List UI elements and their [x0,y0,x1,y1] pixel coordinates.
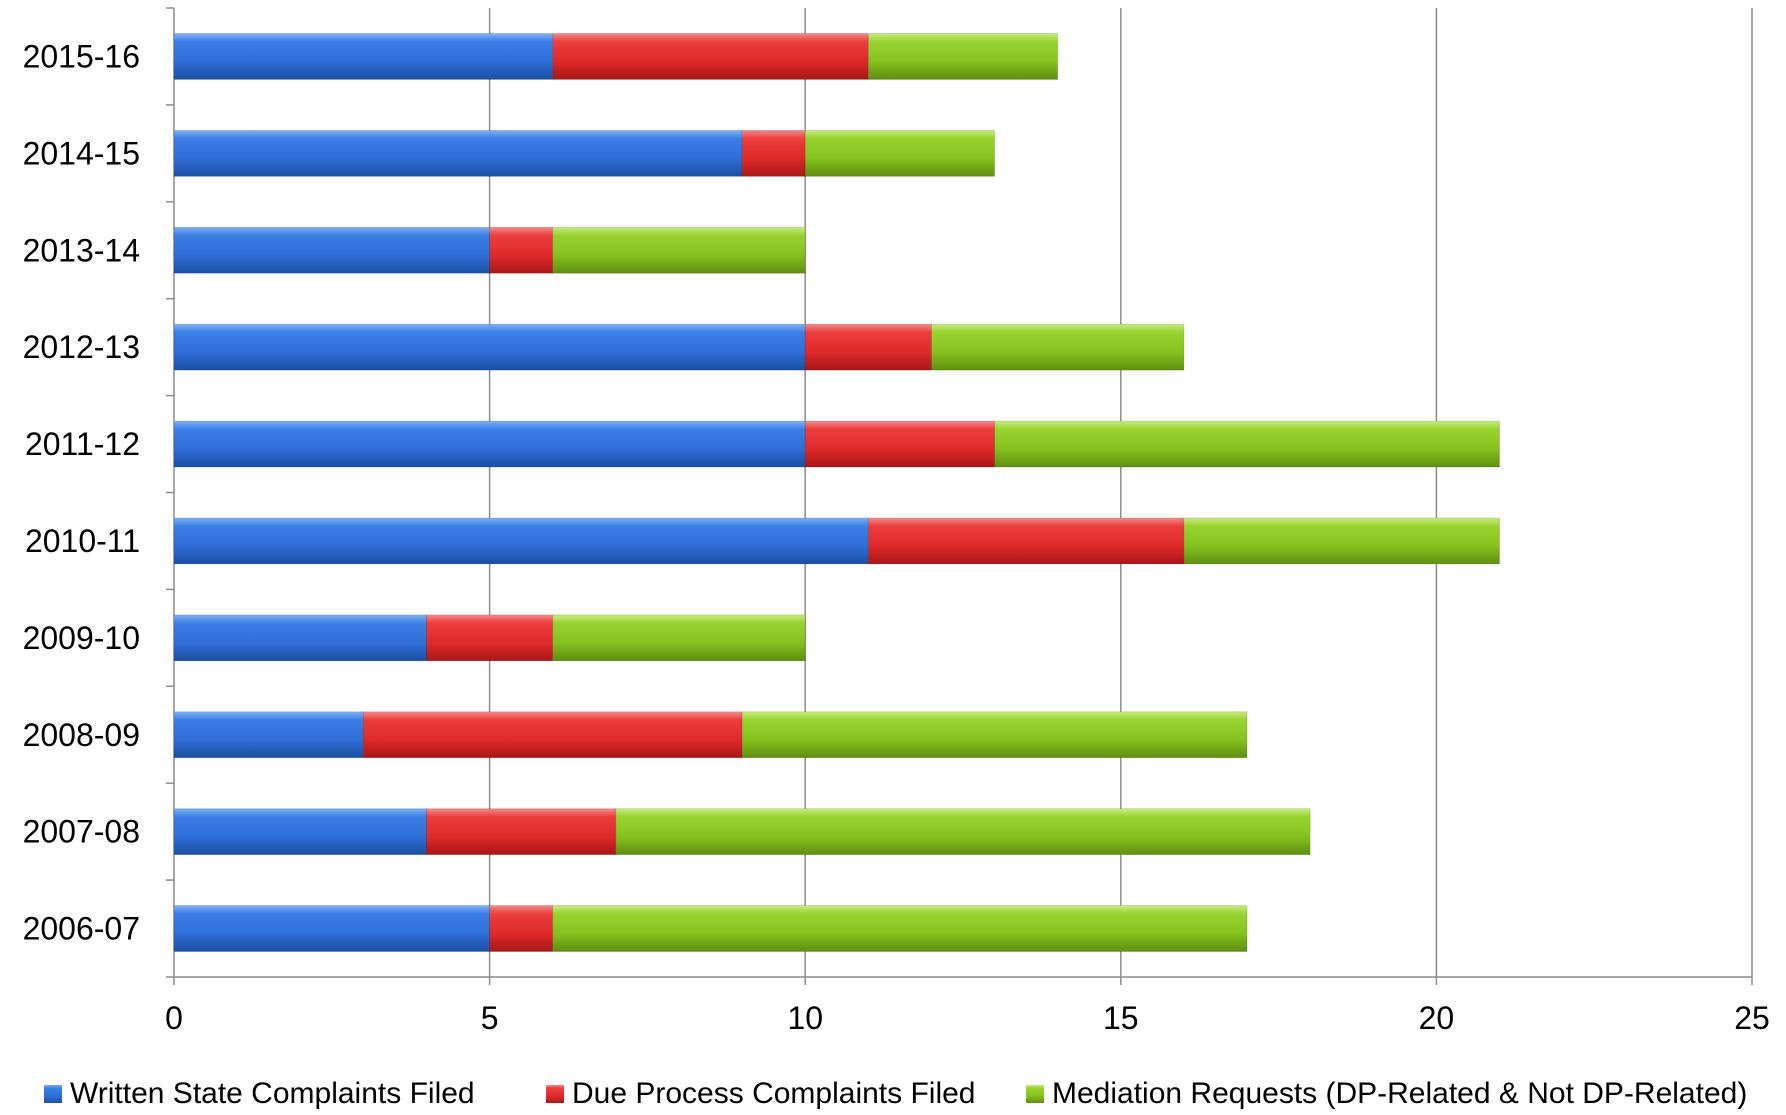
legend-swatch [546,1085,564,1103]
y-tick-label: 2007-08 [23,814,140,850]
legend-label: Due Process Complaints Filed [572,1077,976,1110]
bar-segment [173,420,806,468]
legend-label: Written State Complaints Filed [70,1077,475,1110]
x-tick-label: 10 [787,1000,823,1036]
bar-segment [362,711,743,759]
bar-segment [741,129,806,177]
y-tick-label: 2013-14 [23,232,140,268]
bar-segment [552,614,806,662]
bar-segment [489,226,554,274]
bar-segment [1183,517,1500,565]
y-tick-label: 2006-07 [23,911,140,947]
bar-segment [489,905,554,952]
y-tick-label: 2009-10 [23,620,140,656]
y-tick-label: 2015-16 [23,38,140,74]
legend: Written State Complaints Filed Due Proces… [44,1077,1747,1110]
bar-segment [173,33,554,80]
bar-segment [426,808,617,856]
legend-swatch [44,1085,62,1103]
bar-segment [173,517,869,565]
bar-segment [867,33,1059,80]
bar-segment [867,517,1185,565]
bar-segment [804,420,995,468]
legend-label: Mediation Requests (DP-Related & Not DP-… [1052,1077,1747,1110]
x-tick-label: 5 [481,1000,499,1036]
bar-segment [741,711,1248,759]
bar-segment [173,226,491,274]
legend-swatch [1026,1085,1044,1103]
y-tick-label: 2012-13 [23,329,140,365]
x-tick-label: 25 [1734,1000,1770,1036]
bar-segment [173,614,427,662]
y-tick-label: 2010-11 [25,523,140,559]
x-tick-label: 0 [165,1000,183,1036]
tick-labels: 0 5 10 15 20 25 2015-16 2014-15 2013-14 2012-13 20… [23,38,1770,1036]
x-tick-label: 20 [1419,1000,1455,1036]
bar-segment [804,323,932,371]
bar-segment [173,905,491,952]
bar-segment [994,420,1500,468]
bar-segment [173,323,806,371]
bar-segment [426,614,554,662]
bars [173,33,1500,952]
bar-segment [552,905,1248,952]
bar-segment [552,33,869,80]
bar-segment [173,808,427,856]
bar-segment [552,226,806,274]
bar-segment [931,323,1185,371]
y-tick-label: 2008-09 [23,717,140,753]
bar-segment [173,129,743,177]
bar-segment [804,129,995,177]
bar-segment [615,808,1311,856]
x-tick-label: 15 [1103,1000,1139,1036]
bar-segment [173,711,364,759]
y-tick-label: 2014-15 [23,135,140,171]
y-tick-label: 2011-12 [25,426,140,462]
